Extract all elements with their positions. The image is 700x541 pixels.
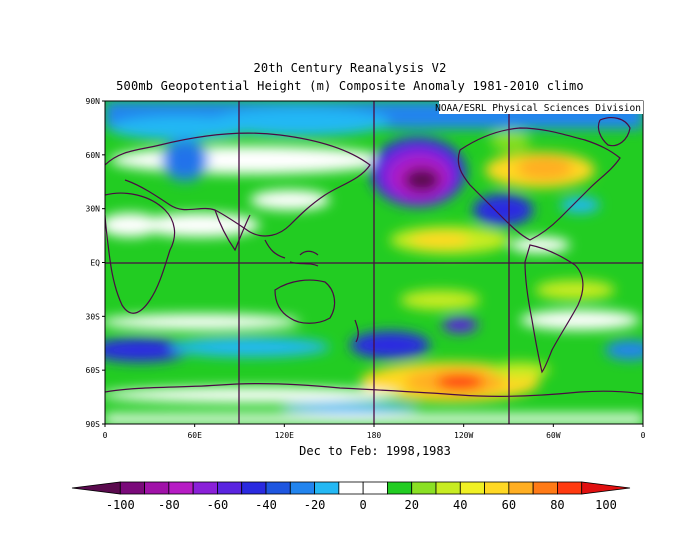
colorbar-swatch — [557, 481, 583, 495]
colorbar-swatch — [119, 481, 145, 495]
lon-tick-label: 120W — [454, 431, 473, 440]
colorbar-label: -20 — [304, 498, 326, 512]
colorbar-swatch — [289, 481, 315, 495]
credit-text: NOAA/ESRL Physical Sciences Division — [435, 103, 641, 114]
lon-tick-label: 0 — [103, 431, 108, 440]
lon-tick-label: 180 — [367, 431, 382, 440]
lat-labels: 90N 60N 30N EQ 30S 60S 90S — [86, 97, 101, 429]
colorbar-arrow-left — [71, 481, 121, 495]
colorbar-label: 0 — [360, 498, 367, 512]
lat-tick-label: 60N — [86, 151, 101, 160]
lat-tick-label: EQ — [90, 259, 100, 268]
chart-title: 20th Century Reanalysis V2 — [253, 61, 447, 75]
colorbar-swatch — [192, 481, 218, 495]
lon-tick-label: 0 — [641, 431, 646, 440]
colorbar-label: -100 — [106, 498, 135, 512]
colorbar-swatch — [411, 481, 437, 495]
lat-tick-label: 30S — [86, 312, 101, 321]
colorbar-swatch — [144, 481, 170, 495]
colorbar-swatch — [459, 481, 485, 495]
colorbar-swatch — [362, 481, 388, 495]
colorbar-label: -60 — [207, 498, 229, 512]
colorbar — [71, 481, 631, 495]
colorbar-label: -80 — [158, 498, 180, 512]
colorbar-labels: -100 -80 -60 -40 -20 0 20 40 60 80 100 — [106, 498, 617, 512]
colorbar-swatch — [217, 481, 243, 495]
colorbar-swatch — [168, 481, 194, 495]
colorbar-swatch — [338, 481, 364, 495]
colorbar-label: 100 — [595, 498, 617, 512]
colorbar-swatch — [265, 481, 291, 495]
coastlines — [105, 117, 643, 398]
colorbar-swatch — [387, 481, 413, 495]
colorbar-label: 60 — [502, 498, 516, 512]
colorbar-swatch — [435, 481, 461, 495]
lon-labels: 0 60E 120E 180 120W 60W 0 — [103, 431, 646, 440]
colorbar-swatch — [314, 481, 340, 495]
colorbar-label: 20 — [404, 498, 418, 512]
lon-tick-label: 120E — [275, 431, 294, 440]
lon-tick-label: 60E — [187, 431, 202, 440]
colorbar-label: -40 — [255, 498, 277, 512]
colorbar-swatch — [484, 481, 510, 495]
grid-lines — [105, 101, 643, 424]
colorbar-swatch — [241, 481, 267, 495]
colorbar-arrow-right — [581, 481, 631, 495]
colorbar-swatch — [532, 481, 558, 495]
season-years-label: Dec to Feb: 1998,1983 — [299, 444, 451, 458]
lat-tick-label: 30N — [86, 205, 101, 214]
colorbar-label: 80 — [550, 498, 564, 512]
colorbar-label: 40 — [453, 498, 467, 512]
colorbar-swatch — [508, 481, 534, 495]
lat-tick-label: 60S — [86, 366, 101, 375]
tick-marks — [102, 100, 644, 427]
lat-tick-label: 90S — [86, 420, 101, 429]
chart-subtitle: 500mb Geopotential Height (m) Composite … — [116, 79, 584, 93]
lon-tick-label: 60W — [546, 431, 561, 440]
lat-tick-label: 90N — [86, 97, 101, 106]
credit-box — [439, 101, 643, 114]
